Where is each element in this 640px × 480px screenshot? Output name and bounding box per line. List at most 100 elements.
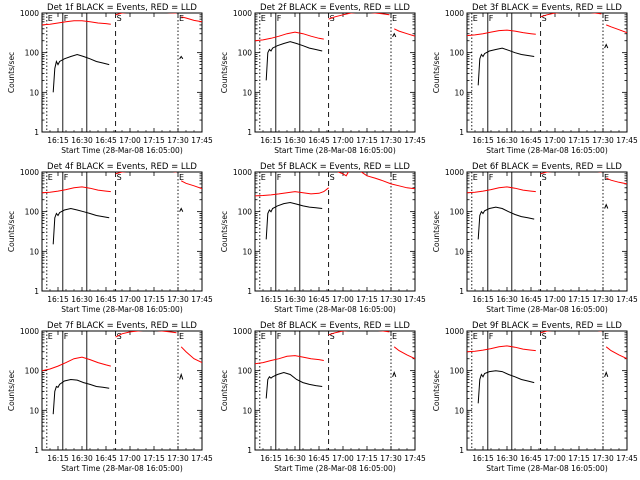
- y-axis-label: Counts/sec: [7, 52, 16, 93]
- panel-title: Det 5f BLACK = Events, RED = LLD: [260, 162, 410, 172]
- y-tick-label: 100: [238, 49, 253, 58]
- panel-3: Det 3f BLACK = Events, RED = LLD 1 10 100 10…: [432, 3, 638, 155]
- events-series-line: [392, 371, 397, 377]
- x-tick-label: 16:45: [520, 454, 542, 463]
- y-tick-label: 10: [242, 406, 252, 415]
- lld-series-line: [42, 186, 111, 194]
- events-series-line: [265, 371, 323, 399]
- x-axis-label: Start Time (28-Mar-08 16:05:00): [486, 464, 608, 473]
- x-tick-label: 16:30: [71, 454, 93, 463]
- x-tick-label: 16:15: [260, 454, 282, 463]
- lld-series-line: [115, 331, 177, 338]
- x-tick-label: 16:45: [520, 295, 542, 304]
- panel-2: Det 2f BLACK = Events, RED = LLD 1 10 100 10…: [220, 3, 426, 155]
- panel-title: Det 1f BLACK = Events, RED = LLD: [47, 3, 197, 13]
- marker-label: F: [64, 14, 69, 23]
- marker-label: S: [117, 173, 122, 182]
- marker-label: F: [64, 332, 69, 341]
- marker-label: F: [489, 14, 494, 23]
- lld-series-line: [180, 346, 202, 364]
- panel-title: Det 9f BLACK = Events, RED = LLD: [472, 321, 622, 331]
- y-tick-label: 10: [242, 247, 252, 256]
- marker-label: E: [179, 173, 184, 182]
- x-tick-label: 17:45: [616, 295, 638, 304]
- events-series-line: [604, 371, 609, 377]
- y-tick-label: 1000: [20, 9, 39, 18]
- x-tick-label: 17:45: [191, 136, 213, 145]
- marker-label: E: [261, 332, 266, 341]
- series-group: [42, 331, 202, 415]
- events-series-line: [604, 203, 609, 209]
- marker-label: F: [489, 332, 494, 341]
- y-tick-label: 100: [450, 49, 465, 58]
- panel-title: Det 8f BLACK = Events, RED = LLD: [260, 321, 410, 331]
- y-axis-label: Counts/sec: [7, 370, 16, 411]
- x-tick-label: 17:45: [404, 454, 426, 463]
- marker-label: E: [604, 332, 609, 341]
- y-tick-label: 1000: [233, 168, 252, 177]
- y-tick-label: 100: [25, 49, 40, 58]
- y-tick-label: 100: [238, 208, 253, 217]
- marker-label: E: [261, 14, 266, 23]
- marker-label: S: [330, 14, 335, 23]
- events-series-line: [265, 41, 323, 81]
- events-series-line: [179, 207, 184, 212]
- panel-6: Det 6f BLACK = Events, RED = LLD 1 10 100 10…: [432, 162, 638, 314]
- x-tick-label: 17:15: [143, 295, 165, 304]
- lld-series-line: [328, 331, 390, 336]
- series-group: [467, 331, 627, 404]
- x-axis-label: Start Time (28-Mar-08 16:05:00): [274, 305, 396, 314]
- marker-label: F: [277, 332, 282, 341]
- marker-label: E: [392, 332, 397, 341]
- x-tick-label: 16:15: [47, 454, 69, 463]
- x-tick-label: 17:45: [404, 295, 426, 304]
- x-tick-label: 17:30: [592, 136, 614, 145]
- x-tick-label: 16:15: [260, 136, 282, 145]
- marker-label: E: [261, 173, 266, 182]
- lld-series-line: [42, 356, 111, 372]
- marker-label: S: [330, 332, 335, 341]
- x-axis-label: Start Time (28-Mar-08 16:05:00): [61, 305, 183, 314]
- y-tick-label: 10: [454, 406, 464, 415]
- x-tick-label: 17:00: [544, 454, 566, 463]
- series-group: [42, 172, 202, 245]
- marker-label: S: [117, 14, 122, 23]
- x-tick-label: 17:00: [119, 295, 141, 304]
- panel-7: Det 7f BLACK = Events, RED = LLD 1 10 100 10…: [7, 321, 213, 473]
- lld-series-line: [467, 345, 536, 353]
- lld-series-line: [42, 20, 111, 26]
- x-tick-label: 17:15: [568, 454, 590, 463]
- x-tick-label: 17:45: [404, 136, 426, 145]
- x-axis-label: Start Time (28-Mar-08 16:05:00): [274, 464, 396, 473]
- series-group: [467, 172, 627, 240]
- events-series-line: [52, 378, 110, 415]
- y-tick-label: 1: [34, 446, 39, 455]
- y-tick-label: 1: [459, 446, 464, 455]
- events-series-line: [179, 55, 184, 60]
- events-series-line: [179, 372, 184, 380]
- panel-4: Det 4f BLACK = Events, RED = LLD 1 10 100 10…: [7, 162, 213, 314]
- x-tick-label: 17:30: [592, 295, 614, 304]
- x-tick-label: 17:00: [332, 136, 354, 145]
- x-axis-label: Start Time (28-Mar-08 16:05:00): [486, 146, 608, 155]
- x-tick-label: 17:30: [167, 295, 189, 304]
- x-tick-label: 16:30: [284, 295, 306, 304]
- y-tick-label: 1: [459, 128, 464, 137]
- x-tick-label: 16:15: [472, 295, 494, 304]
- marker-label: E: [473, 332, 478, 341]
- x-tick-label: 17:15: [568, 295, 590, 304]
- x-tick-label: 17:00: [332, 295, 354, 304]
- x-tick-label: 16:15: [472, 136, 494, 145]
- x-tick-label: 16:15: [472, 454, 494, 463]
- y-axis-label: Counts/sec: [7, 211, 16, 252]
- marker-label: E: [392, 173, 397, 182]
- x-tick-label: 17:15: [356, 295, 378, 304]
- marker-label: E: [179, 332, 184, 341]
- y-tick-label: 100: [25, 208, 40, 217]
- marker-label: E: [473, 14, 478, 23]
- x-tick-label: 17:45: [191, 295, 213, 304]
- x-tick-label: 17:15: [143, 136, 165, 145]
- marker-label: E: [604, 14, 609, 23]
- y-tick-label: 100: [238, 367, 253, 376]
